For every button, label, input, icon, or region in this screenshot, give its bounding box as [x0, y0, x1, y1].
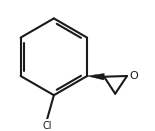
Text: O: O	[130, 71, 138, 81]
Polygon shape	[87, 73, 104, 80]
Text: Cl: Cl	[42, 121, 52, 131]
